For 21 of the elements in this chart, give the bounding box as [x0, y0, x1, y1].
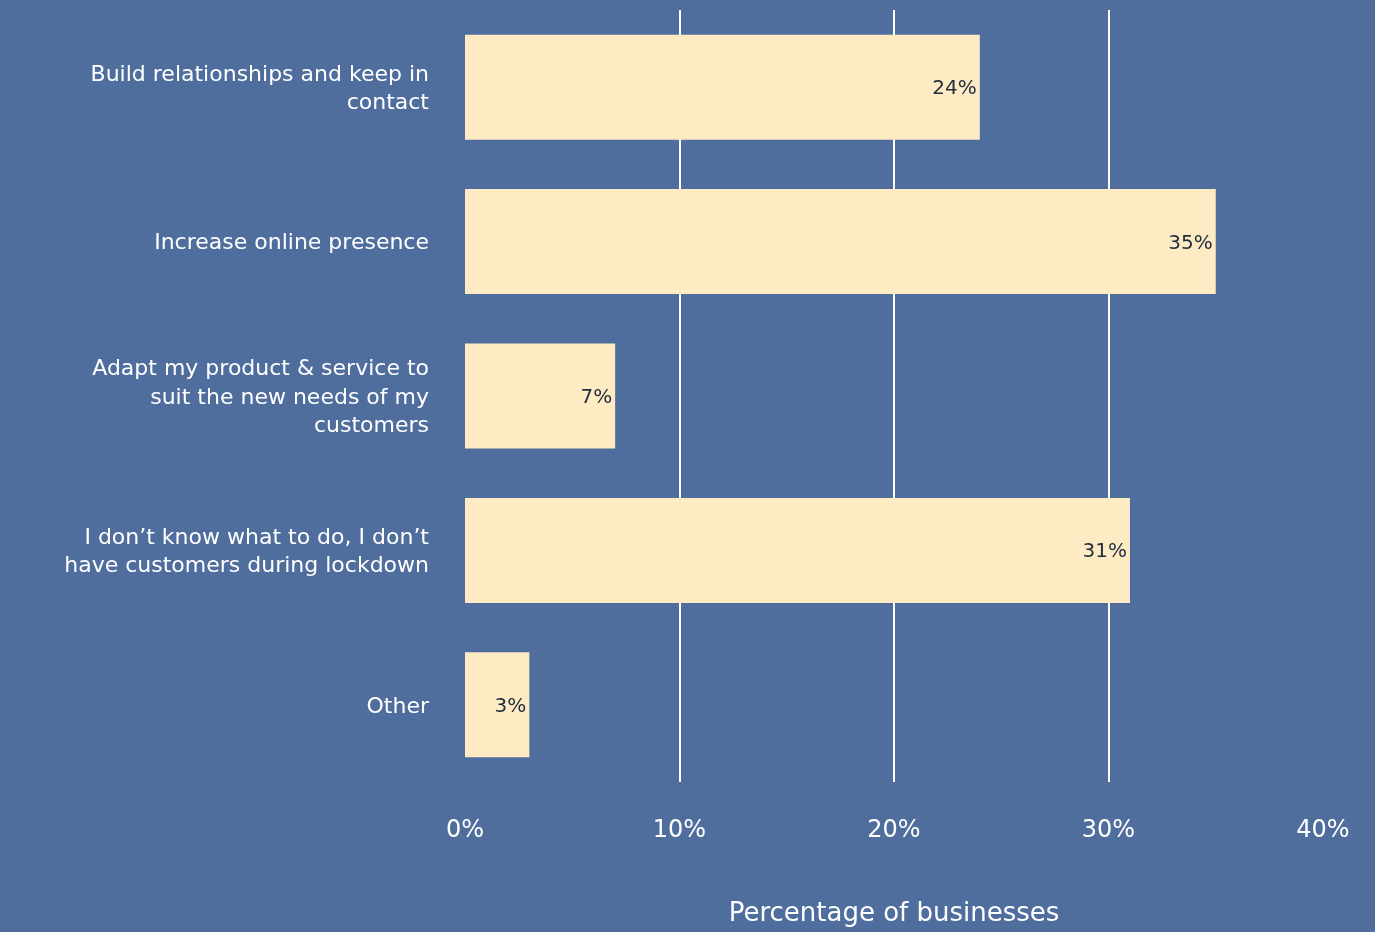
bar: [465, 497, 1130, 603]
data-label: 31%: [1082, 538, 1127, 563]
y-tick-label: Increase online presence: [154, 229, 429, 255]
x-axis-title: Percentage of businesses: [728, 896, 1060, 927]
bar: [465, 34, 980, 140]
y-tick-label: Build relationships and keep in contact: [90, 60, 430, 115]
data-label: 7%: [580, 384, 613, 408]
data-label: 35%: [1168, 229, 1213, 254]
data-label: 3%: [494, 692, 527, 717]
x-tick-label: 0%: [445, 815, 485, 843]
bar: [465, 343, 616, 449]
bar: [465, 189, 1216, 295]
x-tick-label: 20%: [867, 815, 921, 843]
x-tick-label: 40%: [1296, 815, 1350, 843]
bar: [465, 652, 530, 758]
y-tick-label: Other: [366, 692, 430, 718]
y-tick-label: Adapt my product & service to suit the new needs of my customers: [92, 355, 429, 438]
y-tick-label: I don’t know what to do, I don’t have customers during lockdown: [64, 523, 430, 578]
x-tick-label: 30%: [1081, 815, 1136, 843]
data-label: 24%: [932, 75, 977, 100]
x-tick-label: 10%: [652, 815, 707, 843]
